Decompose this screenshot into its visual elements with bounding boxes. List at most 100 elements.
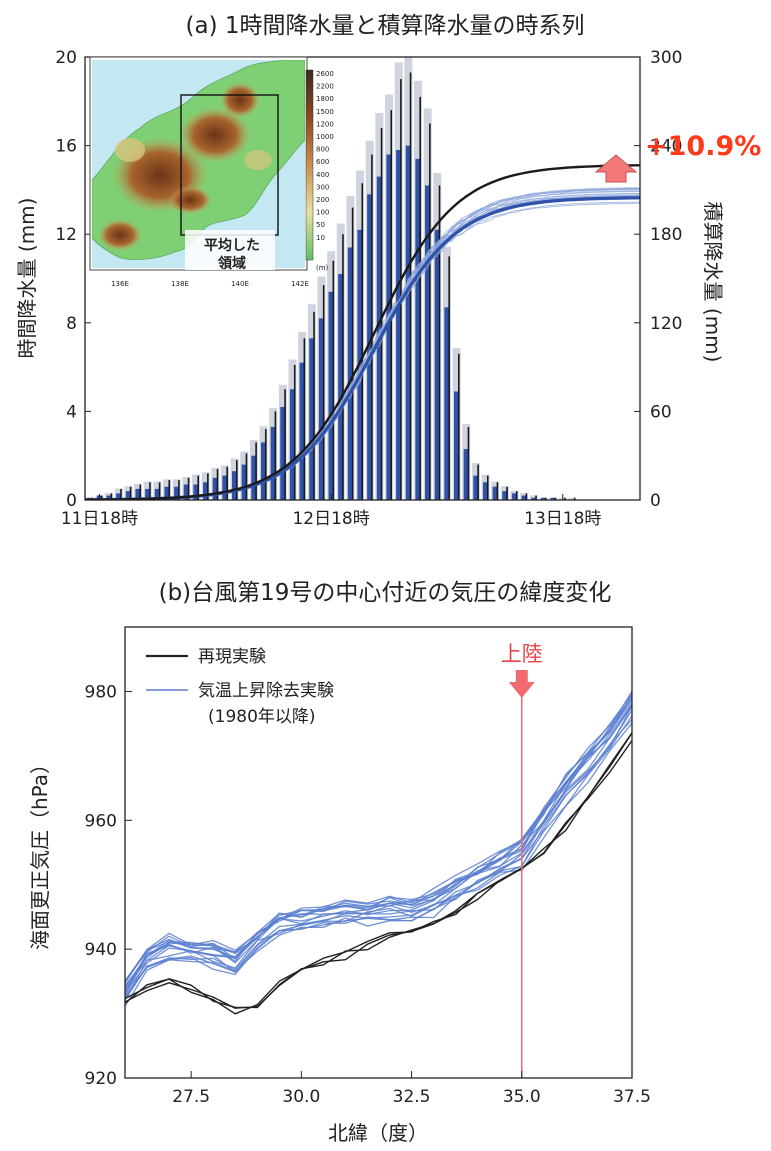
y2-tick-label: 60 (650, 402, 672, 422)
bar-no-warming (367, 194, 373, 500)
x-tick-label: 30.0 (282, 1087, 320, 1107)
bar-no-warming (347, 247, 354, 500)
chart-a-title: (a) 1時間降水量と積算降水量の時系列 (186, 13, 585, 39)
chart-a-frame (84, 56, 641, 501)
y-tick-label: 4 (66, 402, 77, 422)
x-tick-label: 13日18時 (524, 509, 601, 529)
bar-no-warming (328, 291, 334, 500)
bar-ensemble-range (568, 497, 577, 500)
colorbar-unit: (m) (316, 264, 329, 272)
bar-no-warming (463, 449, 469, 500)
x-tick-label: 32.5 (393, 1087, 431, 1107)
bar-no-warming (145, 488, 151, 500)
no-warming-member-line (125, 709, 632, 997)
inset-x-tick-label: 136E (111, 280, 129, 288)
legend-label-no-warming: 気温上昇除去実験 (198, 681, 334, 701)
bar-no-warming (502, 491, 508, 500)
bar-no-warming (434, 229, 440, 500)
no-warming-member-line (125, 715, 632, 1001)
landfall-label: 上陸 (501, 642, 543, 666)
bar-no-warming (482, 482, 489, 500)
y-tick-label: 8 (66, 314, 77, 334)
percent-increase-label: +10.9% (645, 131, 761, 162)
bar-no-warming (289, 389, 296, 500)
bar-no-warming (454, 391, 460, 500)
no-warming-member-line (125, 702, 632, 996)
x-tick-label: 27.5 (172, 1087, 210, 1107)
colorbar-tick-label: 1200 (316, 120, 334, 128)
inset-colorbar (305, 69, 314, 261)
bar-no-warming (174, 486, 180, 500)
bar-no-warming (531, 497, 537, 500)
chart-b-y-ticks: 920 940 960 980 (85, 682, 132, 1089)
bar-no-warming (116, 493, 122, 500)
y2-tick-label: 180 (650, 225, 682, 245)
bar-no-warming (193, 484, 199, 500)
bar-no-warming (106, 495, 112, 500)
y2-tick-label: 300 (650, 48, 682, 68)
y-tick-label: 0 (66, 491, 77, 511)
bar-no-warming (492, 486, 498, 500)
bar-no-warming (154, 488, 160, 500)
colorbar-tick-label: 400 (316, 171, 329, 179)
x-tick-label: 35.0 (503, 1087, 541, 1107)
bar-no-warming (415, 158, 421, 500)
colorbar-tick-label: 10 (316, 234, 325, 242)
y2-tick-label: 240 (650, 137, 682, 157)
inset-x-tick-label: 138E (171, 280, 189, 288)
bar-no-warming (232, 471, 238, 500)
x-tick-label: 37.5 (613, 1087, 651, 1107)
chart-b-ylabel: 海面更正気圧（hPa） (28, 754, 52, 950)
colorbar-tick-label: 200 (316, 196, 329, 204)
colorbar-tick-label: 2600 (316, 70, 334, 78)
x-tick-label: 12日18時 (292, 509, 369, 529)
bar-no-warming (183, 484, 189, 500)
colorbar-tick-label: 800 (316, 146, 329, 154)
inset-x-tick-label: 140E (231, 280, 249, 288)
chart-b-frame (124, 626, 633, 1079)
colorbar-tick-label: 50 (316, 221, 325, 229)
inset-colorbar-ticks: 2600 2200 1800 1500 1200 1000 800 600 400 300 200 1… (316, 70, 334, 272)
bar-no-warming (473, 475, 479, 500)
no-warming-member-line (125, 705, 632, 1001)
bar-ensemble-range (529, 495, 538, 500)
chart-a-y2label: 積算降水量 (mm) (701, 202, 725, 363)
colorbar-tick-label: 2200 (316, 83, 334, 91)
no-warming-member-line (125, 719, 632, 998)
y-tick-label: 20 (55, 48, 77, 68)
bar-no-warming (222, 475, 228, 500)
bar-no-warming (338, 274, 344, 500)
bar-no-warming (203, 482, 209, 500)
bar-no-warming (511, 493, 518, 500)
no-warming-member-line (125, 690, 632, 987)
bar-no-warming (425, 185, 431, 500)
no-warming-member-line (125, 722, 632, 1007)
colorbar-tick-label: 600 (316, 158, 329, 166)
legend-label-reproduction: 再現実験 (198, 647, 266, 667)
bar-no-warming (309, 338, 315, 500)
reproduction-line (125, 732, 632, 1009)
bar-no-warming (164, 486, 170, 500)
inset-map: 平均した 領域 2600 2200 1800 1500 1200 1000 800 600 40… (89, 56, 334, 288)
bar-no-warming (241, 464, 247, 500)
inset-region-label-2: 領域 (218, 255, 246, 272)
y-tick-label: 960 (85, 811, 117, 831)
y-tick-label: 940 (85, 940, 117, 960)
bar-no-warming (280, 406, 286, 500)
no-warming-member-line (125, 698, 632, 982)
chart-b-legend: 再現実験 気温上昇除去実験 (1980年以降) (146, 647, 334, 727)
bar-no-warming (299, 362, 305, 500)
bar-no-warming (550, 497, 556, 500)
cumulative-line-reproduction (85, 164, 640, 500)
bar-no-warming (386, 154, 392, 500)
chart-a-x-ticks: 11日18時 12日18時 13日18時 (61, 494, 601, 529)
chart-a-ylabel: 時間降水量 (mm) (15, 198, 39, 359)
legend-sublabel-no-warming: (1980年以降) (208, 707, 316, 727)
colorbar-tick-label: 1000 (316, 133, 334, 141)
bar-no-warming (212, 477, 218, 500)
chart-b-xlabel: 北緯（度） (328, 1121, 428, 1145)
chart-a-y2-ticks: 0 60 120 180 240 300 (634, 48, 682, 511)
bar-no-warming (444, 307, 450, 500)
bar-no-warming (135, 488, 141, 500)
reproduction-line (125, 740, 632, 1015)
